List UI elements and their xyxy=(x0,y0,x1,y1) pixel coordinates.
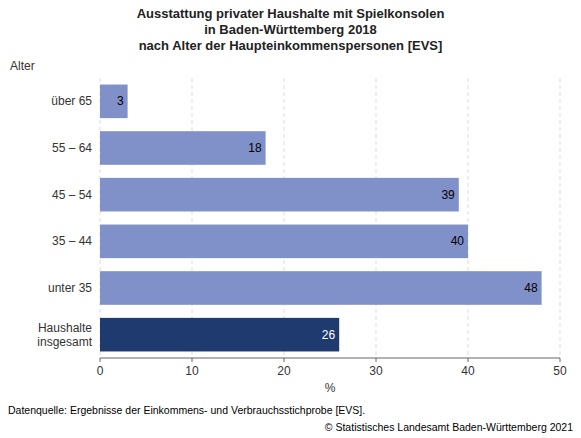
data-label: 3 xyxy=(117,94,124,108)
background xyxy=(0,0,581,438)
data-label: 40 xyxy=(451,234,465,248)
bar xyxy=(100,131,266,165)
y-tick-label: 35 – 44 xyxy=(52,234,92,248)
x-tick xyxy=(376,358,377,362)
chart-container: Ausstattung privater Haushalte mit Spiel… xyxy=(0,0,581,438)
data-label: 39 xyxy=(441,188,455,202)
bar xyxy=(100,178,459,212)
grid-line xyxy=(192,78,193,358)
data-label: 48 xyxy=(524,281,538,295)
y-tick-label: unter 35 xyxy=(48,281,92,295)
bars xyxy=(100,85,542,352)
data-label: 18 xyxy=(248,141,262,155)
y-tick-label: 55 – 64 xyxy=(52,141,92,155)
y-tick-label: 45 – 54 xyxy=(52,188,92,202)
footnote: Datenquelle: Ergebnisse der Einkommens- … xyxy=(8,404,365,416)
grid-line xyxy=(468,78,469,358)
data-label: 26 xyxy=(322,328,336,342)
grid-line xyxy=(100,78,101,358)
x-tick-label: 20 xyxy=(277,364,291,378)
y-tick-label: über 65 xyxy=(51,94,92,108)
title: Ausstattung privater Haushalte mit Spiel… xyxy=(137,6,445,53)
bar xyxy=(100,318,339,352)
x-tick-label: 0 xyxy=(97,364,104,378)
x-tick xyxy=(100,358,101,362)
x-tick xyxy=(560,358,561,362)
y-tick-label: Haushalteinsgesamt xyxy=(37,321,92,349)
y-axis-label: Alter xyxy=(10,59,35,73)
bar xyxy=(100,271,542,305)
x-axis-label: % xyxy=(325,381,336,395)
grid-line xyxy=(284,78,285,358)
grid-line xyxy=(376,78,377,358)
chart: Ausstattung privater Haushalte mit Spiel… xyxy=(0,0,581,438)
data-labels: 3 18 39 40 48 26 xyxy=(117,94,538,341)
footnote: © Statistisches Landesamt Baden-Württemb… xyxy=(325,421,573,433)
x-tick-label: 50 xyxy=(553,364,567,378)
x-tick-label: 40 xyxy=(461,364,475,378)
grid-line xyxy=(560,78,561,358)
x-tick xyxy=(284,358,285,362)
bar xyxy=(100,85,128,119)
x-tick-label: 30 xyxy=(369,364,383,378)
x-axis-line xyxy=(100,358,560,359)
bar xyxy=(100,225,468,259)
x-tick xyxy=(468,358,469,362)
x-tick-label: 10 xyxy=(185,364,199,378)
x-tick xyxy=(192,358,193,362)
grid xyxy=(100,78,560,358)
